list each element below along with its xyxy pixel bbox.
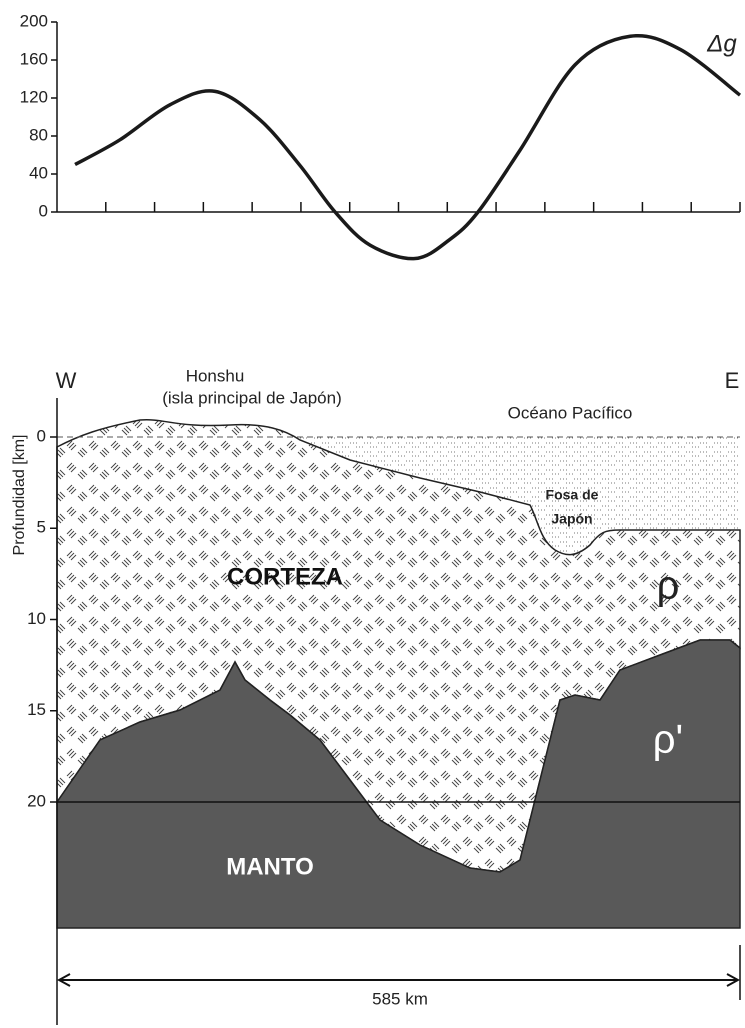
crust-label: CORTEZA (227, 563, 343, 590)
mantle (56, 639, 741, 929)
y-tick-label: 160 (20, 49, 48, 68)
y-tick-label: 0 (39, 201, 48, 220)
y-tick-label: 200 (20, 11, 48, 30)
east-label: E (725, 368, 740, 393)
y-tick-label: 80 (29, 125, 48, 144)
annotation: Δg (706, 30, 737, 57)
depth-tick-label: 15 (27, 700, 46, 719)
depth-axis-label: Profundidad [km] (11, 435, 28, 556)
depth-tick-label: 20 (27, 791, 46, 810)
ocean (300, 437, 740, 556)
island-label: Honshu (186, 366, 245, 385)
west-label: W (56, 368, 77, 393)
depth-tick-label: 0 (37, 426, 46, 445)
depth-tick-label: 10 (27, 609, 46, 628)
crust-density: ρ (657, 564, 680, 608)
mantle-label: MANTO (226, 853, 314, 880)
width-label: 585 km (372, 989, 428, 1008)
trench-label: Japón (551, 511, 592, 527)
island-note: (isla principal de Japón) (162, 388, 342, 407)
y-tick-label: 40 (29, 163, 48, 182)
y-tick-label: 120 (20, 87, 48, 106)
depth-tick-label: 5 (37, 518, 46, 537)
ocean-label: Océano Pacífico (508, 403, 633, 422)
trench-label: Fosa de (546, 487, 599, 503)
line-series (74, 33, 742, 261)
mantle-density: ρ' (653, 718, 683, 762)
